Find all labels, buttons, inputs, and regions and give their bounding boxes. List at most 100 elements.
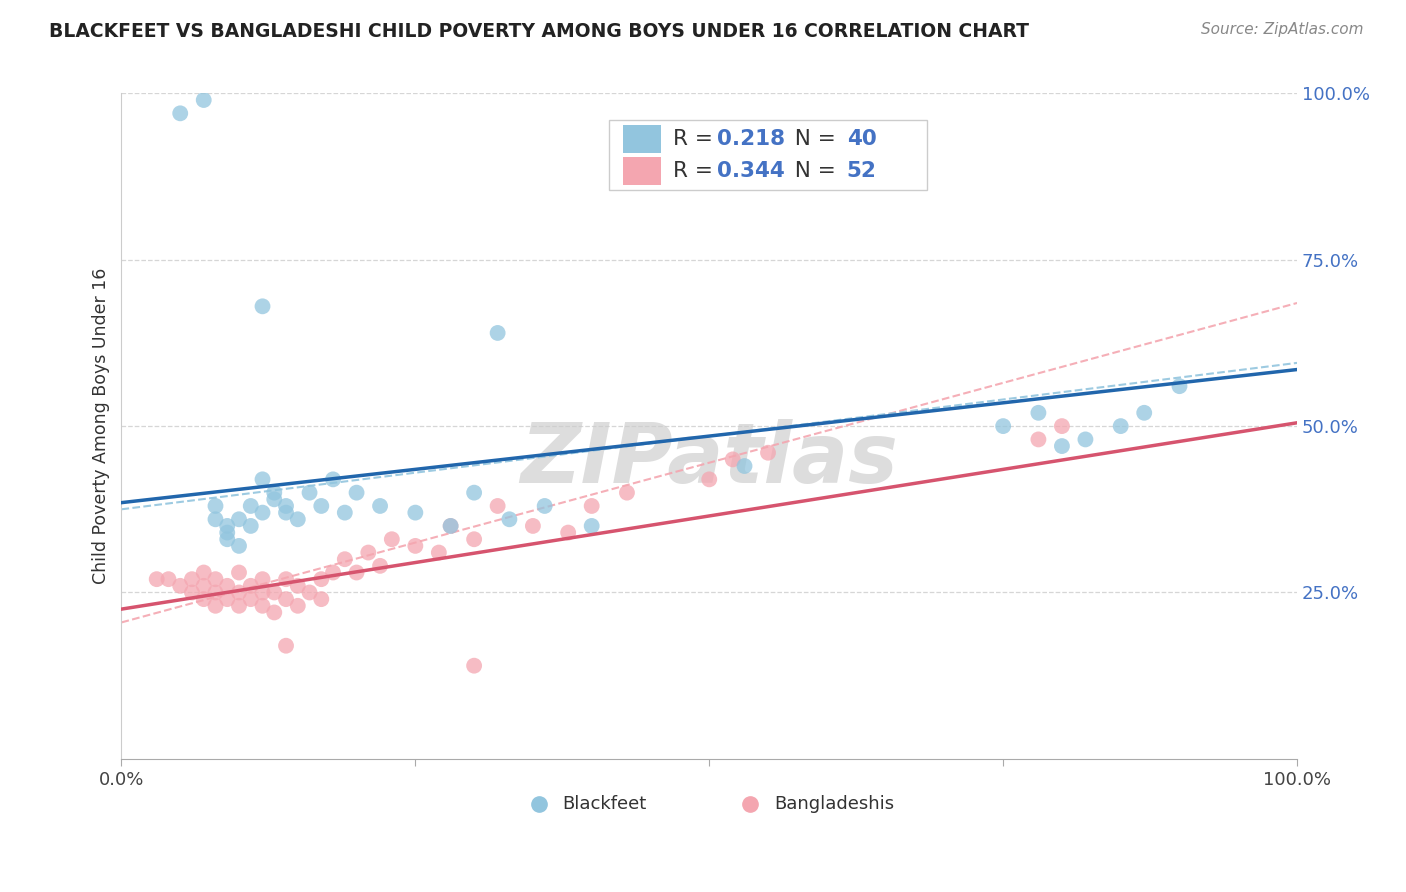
Point — [193, 566, 215, 580]
Point — [239, 592, 262, 607]
Point — [204, 512, 226, 526]
Point — [298, 485, 321, 500]
Point — [311, 499, 333, 513]
FancyBboxPatch shape — [609, 120, 927, 190]
Point — [333, 552, 356, 566]
Point — [169, 106, 191, 120]
Text: N =: N = — [780, 161, 842, 181]
Point — [439, 519, 461, 533]
Point — [368, 499, 391, 513]
Point — [263, 606, 285, 620]
Point — [498, 512, 520, 526]
Point — [581, 499, 603, 513]
Text: R =: R = — [673, 161, 720, 181]
Point — [204, 585, 226, 599]
Point — [204, 572, 226, 586]
Point — [228, 566, 250, 580]
Text: 40: 40 — [846, 128, 876, 149]
Point — [522, 519, 544, 533]
Point — [193, 579, 215, 593]
Text: ZIPatlas: ZIPatlas — [520, 419, 898, 500]
Y-axis label: Child Poverty Among Boys Under 16: Child Poverty Among Boys Under 16 — [93, 268, 110, 584]
Point — [1050, 439, 1073, 453]
Text: Bangladeshis: Bangladeshis — [773, 795, 894, 814]
Point — [252, 472, 274, 486]
Point — [368, 558, 391, 573]
Point — [463, 533, 485, 547]
Point — [204, 499, 226, 513]
Point — [239, 579, 262, 593]
FancyBboxPatch shape — [623, 157, 661, 185]
FancyBboxPatch shape — [623, 125, 661, 153]
Point — [333, 506, 356, 520]
Point — [557, 525, 579, 540]
Point — [533, 499, 555, 513]
Point — [404, 506, 426, 520]
Point — [404, 539, 426, 553]
Text: 0.344: 0.344 — [717, 161, 785, 181]
Point — [427, 545, 450, 559]
Point — [721, 452, 744, 467]
Point — [581, 519, 603, 533]
Point — [346, 485, 368, 500]
Point — [357, 545, 380, 559]
Point — [217, 519, 239, 533]
Point — [169, 579, 191, 593]
Point — [274, 639, 297, 653]
Point — [274, 592, 297, 607]
Point — [157, 572, 180, 586]
Point — [274, 506, 297, 520]
Point — [287, 599, 309, 613]
Text: Blackfeet: Blackfeet — [562, 795, 647, 814]
Point — [217, 525, 239, 540]
Point — [486, 326, 509, 340]
Point — [486, 499, 509, 513]
Point — [287, 512, 309, 526]
Point — [274, 572, 297, 586]
Point — [756, 446, 779, 460]
Point — [311, 572, 333, 586]
Point — [263, 585, 285, 599]
Point — [239, 519, 262, 533]
Point — [228, 539, 250, 553]
Point — [217, 533, 239, 547]
Point — [322, 472, 344, 486]
Point — [381, 533, 404, 547]
Point — [217, 579, 239, 593]
Point — [252, 506, 274, 520]
Text: 52: 52 — [846, 161, 877, 181]
Point — [274, 499, 297, 513]
Point — [181, 585, 204, 599]
Point — [439, 519, 461, 533]
Point — [697, 472, 720, 486]
Point — [1028, 406, 1050, 420]
Point — [1109, 419, 1132, 434]
Point — [346, 566, 368, 580]
Point — [463, 658, 485, 673]
Point — [1074, 433, 1097, 447]
Point — [1028, 433, 1050, 447]
Point — [204, 599, 226, 613]
Text: Source: ZipAtlas.com: Source: ZipAtlas.com — [1201, 22, 1364, 37]
Point — [1050, 419, 1073, 434]
Text: R =: R = — [673, 128, 720, 149]
Point — [311, 592, 333, 607]
Point — [181, 572, 204, 586]
Point — [1133, 406, 1156, 420]
Point — [228, 512, 250, 526]
Point — [239, 499, 262, 513]
Point — [463, 485, 485, 500]
Point — [263, 492, 285, 507]
Point — [145, 572, 167, 586]
Text: N =: N = — [780, 128, 842, 149]
Text: BLACKFEET VS BANGLADESHI CHILD POVERTY AMONG BOYS UNDER 16 CORRELATION CHART: BLACKFEET VS BANGLADESHI CHILD POVERTY A… — [49, 22, 1029, 41]
Text: 0.218: 0.218 — [717, 128, 786, 149]
Point — [322, 566, 344, 580]
Point — [217, 592, 239, 607]
Point — [263, 485, 285, 500]
Point — [228, 599, 250, 613]
Point — [252, 572, 274, 586]
Point — [252, 299, 274, 313]
Point — [1168, 379, 1191, 393]
Point — [298, 585, 321, 599]
